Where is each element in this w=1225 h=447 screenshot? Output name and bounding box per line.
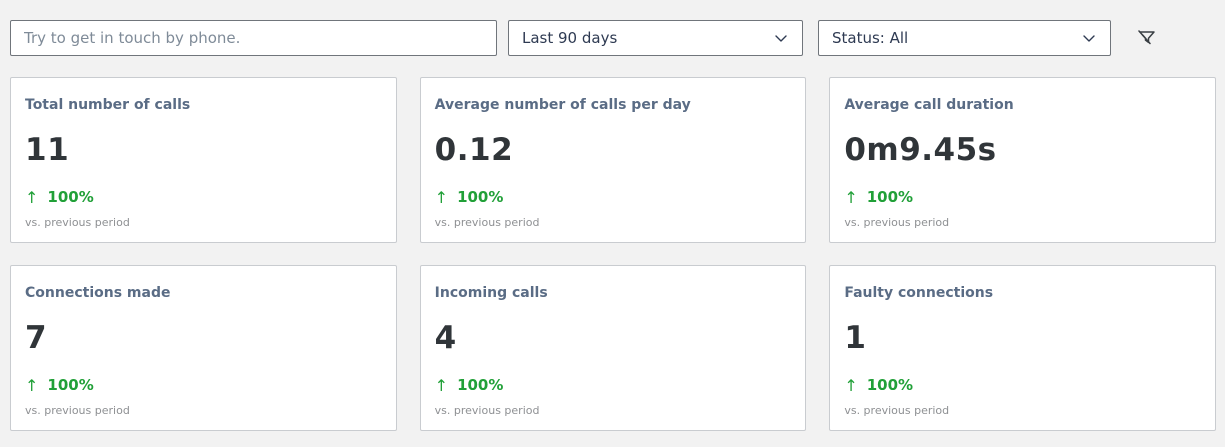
clear-filters-button[interactable] — [1130, 21, 1164, 55]
status-select[interactable]: Status: All — [818, 20, 1111, 56]
arrow-up-icon: ↑ — [25, 375, 39, 395]
card-value: 4 — [434, 319, 457, 356]
chevron-down-icon — [1081, 30, 1097, 46]
date-range-select[interactable]: Last 90 days — [508, 20, 803, 56]
card-value: 11 — [25, 131, 70, 168]
trend-percent: 100% — [866, 188, 914, 207]
arrow-up-icon: ↑ — [434, 187, 449, 207]
card-caption: vs. previous period — [844, 403, 950, 417]
card-value: 0m9.45s — [844, 131, 997, 168]
card-caption: vs. previous period — [25, 215, 130, 229]
card-caption: vs. previous period — [25, 403, 130, 417]
stat-card-total-calls: Total number of calls 11 ↑ 100% vs. prev… — [10, 77, 397, 243]
trend-percent: 100% — [457, 376, 504, 395]
card-title: Connections made — [25, 285, 171, 301]
card-caption: vs. previous period — [434, 403, 540, 417]
card-trend: ↑ 100% — [25, 187, 382, 207]
card-title: Total number of calls — [25, 97, 191, 113]
trend-percent: 100% — [47, 376, 94, 395]
stat-card-connections-made: Connections made 7 ↑ 100% vs. previous p… — [10, 265, 397, 431]
card-caption: vs. previous period — [434, 215, 540, 229]
card-caption: vs. previous period — [844, 215, 950, 229]
card-trend: ↑ 100% — [25, 375, 382, 395]
card-value: 1 — [844, 319, 867, 356]
stat-card-faulty-connections: Faulty connections 1 ↑ 100% vs. previous… — [829, 265, 1216, 431]
stat-card-avg-call-duration: Average call duration 0m9.45s ↑ 100% vs.… — [829, 77, 1216, 243]
card-title: Average number of calls per day — [434, 97, 691, 113]
card-title: Average call duration — [844, 97, 1014, 113]
card-value: 0.12 — [434, 131, 514, 168]
card-trend: ↑ 100% — [434, 375, 792, 395]
trend-percent: 100% — [866, 376, 914, 395]
arrow-up-icon: ↑ — [434, 375, 449, 395]
status-selected-value: Status: All — [832, 29, 909, 47]
card-trend: ↑ 100% — [434, 187, 792, 207]
filter-off-icon — [1135, 26, 1159, 50]
arrow-up-icon: ↑ — [844, 375, 858, 395]
date-range-selected-value: Last 90 days — [522, 29, 618, 47]
trend-percent: 100% — [47, 188, 94, 207]
arrow-up-icon: ↑ — [844, 187, 858, 207]
card-title: Incoming calls — [434, 285, 548, 301]
card-trend: ↑ 100% — [844, 187, 1201, 207]
card-title: Faulty connections — [844, 285, 994, 301]
arrow-up-icon: ↑ — [25, 187, 39, 207]
card-value: 7 — [25, 319, 48, 356]
search-input[interactable] — [10, 20, 497, 56]
stat-card-incoming-calls: Incoming calls 4 ↑ 100% vs. previous per… — [419, 265, 807, 431]
chevron-down-icon — [773, 30, 789, 46]
stat-card-avg-calls-per-day: Average number of calls per day 0.12 ↑ 1… — [419, 77, 807, 243]
card-trend: ↑ 100% — [844, 375, 1201, 395]
stat-cards-grid: Total number of calls 11 ↑ 100% vs. prev… — [10, 77, 1216, 431]
filter-bar: Last 90 days Status: All — [10, 20, 1216, 56]
trend-percent: 100% — [457, 188, 504, 207]
